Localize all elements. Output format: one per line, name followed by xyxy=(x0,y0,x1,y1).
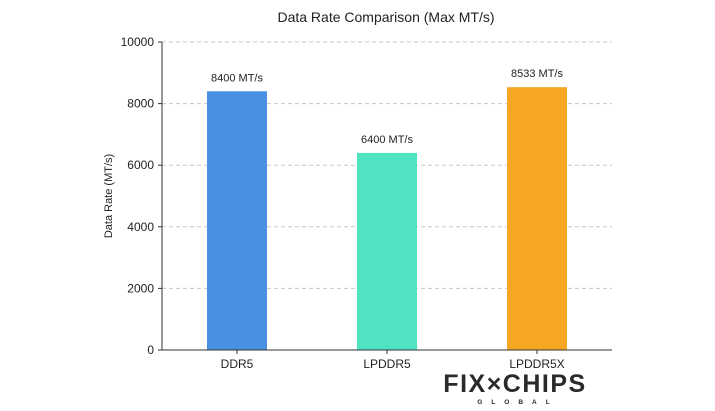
bar-ddr5 xyxy=(207,91,267,350)
data-labels: 8400 MT/s 6400 MT/s 8533 MT/s xyxy=(211,68,563,146)
x-tick-label: DDR5 xyxy=(221,357,254,371)
y-tick-label: 10000 xyxy=(121,35,155,49)
data-label: 8533 MT/s xyxy=(511,68,563,80)
bars xyxy=(207,87,567,351)
y-tick-label: 0 xyxy=(147,343,154,357)
fixchips-logo: FIX×CHIPS GLOBAL xyxy=(443,370,586,406)
y-tick-label: 6000 xyxy=(127,158,154,172)
y-axis-label: Data Rate (MT/s) xyxy=(103,154,115,238)
x-tick-label: LPDDR5 xyxy=(363,357,411,371)
x-tick-label: LPDDR5X xyxy=(509,357,564,371)
chart-title: Data Rate Comparison (Max MT/s) xyxy=(277,9,494,25)
bar-lpddr5 xyxy=(357,152,417,350)
data-label: 8400 MT/s xyxy=(211,72,263,84)
y-axis-ticks: 0 2000 4000 6000 8000 10000 xyxy=(121,35,162,357)
logo-subtext: GLOBAL xyxy=(477,399,558,406)
x-axis-ticks: DDR5 LPDDR5 LPDDR5X xyxy=(221,350,565,371)
y-tick-label: 2000 xyxy=(127,281,154,295)
y-tick-label: 4000 xyxy=(127,220,154,234)
y-tick-label: 8000 xyxy=(127,97,154,111)
data-label: 6400 MT/s xyxy=(361,134,413,146)
logo-text: FIX×CHIPS xyxy=(443,370,586,398)
bar-lpddr5x xyxy=(507,87,567,351)
